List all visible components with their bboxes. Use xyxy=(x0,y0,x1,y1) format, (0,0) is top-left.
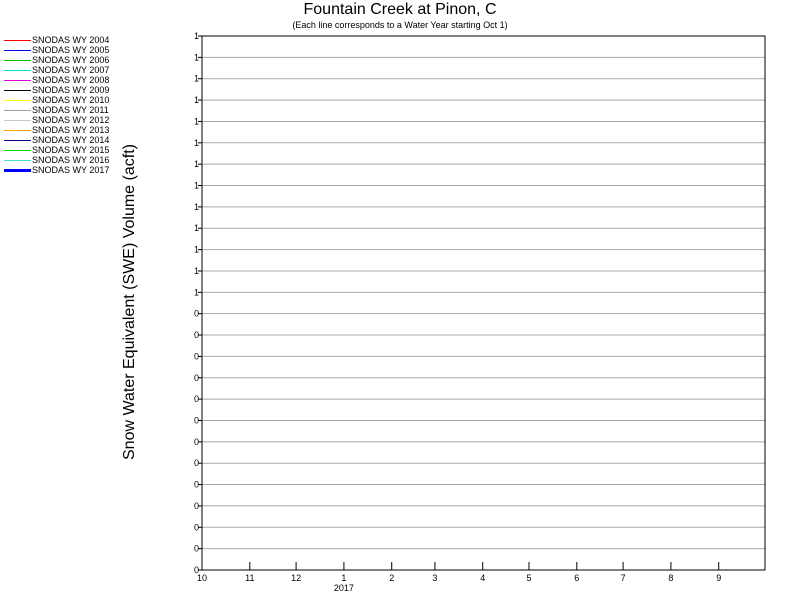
legend-item: SNODAS WY 2007 xyxy=(4,65,134,75)
legend-swatch xyxy=(4,169,31,172)
legend-item: SNODAS WY 2008 xyxy=(4,75,134,85)
x-year-label: 2017 xyxy=(334,583,354,593)
legend-label: SNODAS WY 2005 xyxy=(32,45,110,55)
legend-label: SNODAS WY 2008 xyxy=(32,75,110,85)
y-tick-label: 1 xyxy=(194,266,199,276)
x-tick-label: 6 xyxy=(574,573,579,583)
y-tick-label: 1 xyxy=(194,159,199,169)
legend-item: SNODAS WY 2016 xyxy=(4,155,134,165)
y-tick-label: 0 xyxy=(194,373,199,383)
legend-item: SNODAS WY 2010 xyxy=(4,95,134,105)
legend-item: SNODAS WY 2012 xyxy=(4,115,134,125)
y-tick-label: 0 xyxy=(194,437,199,447)
x-tick-label: 11 xyxy=(245,573,254,583)
y-tick-label: 1 xyxy=(194,138,199,148)
legend-swatch xyxy=(4,80,31,81)
legend-swatch xyxy=(4,40,31,41)
y-tick-label: 1 xyxy=(194,31,199,41)
x-tick-label: 10 xyxy=(197,573,207,583)
y-tick-label: 0 xyxy=(194,330,199,340)
legend-label: SNODAS WY 2013 xyxy=(32,125,110,135)
legend-item: SNODAS WY 2006 xyxy=(4,55,134,65)
legend-swatch xyxy=(4,50,31,51)
y-tick-label: 1 xyxy=(194,223,199,233)
legend-label: SNODAS WY 2016 xyxy=(32,155,110,165)
legend-label: SNODAS WY 2004 xyxy=(32,35,110,45)
legend-label: SNODAS WY 2011 xyxy=(32,105,109,115)
legend-label: SNODAS WY 2012 xyxy=(32,115,110,125)
y-tick-label: 0 xyxy=(194,415,199,425)
legend-item: SNODAS WY 2004 xyxy=(4,35,134,45)
legend-item: SNODAS WY 2015 xyxy=(4,145,134,155)
legend-swatch xyxy=(4,140,31,141)
x-tick-label: 9 xyxy=(716,573,721,583)
x-tick-label: 7 xyxy=(621,573,626,583)
y-tick-label: 1 xyxy=(194,116,199,126)
chart-title: Fountain Creek at Pinon, C xyxy=(303,1,497,18)
legend-label: SNODAS WY 2010 xyxy=(32,95,110,105)
x-tick-label: 2 xyxy=(389,573,394,583)
legend-label: SNODAS WY 2017 xyxy=(32,165,110,175)
legend-label: SNODAS WY 2015 xyxy=(32,145,110,155)
y-tick-label: 1 xyxy=(194,74,199,84)
y-tick-label: 0 xyxy=(194,565,199,575)
legend-label: SNODAS WY 2014 xyxy=(32,135,110,145)
legend-item: SNODAS WY 2014 xyxy=(4,135,134,145)
legend-swatch xyxy=(4,70,31,71)
plot-frame xyxy=(201,35,766,571)
legend-item: SNODAS WY 2013 xyxy=(4,125,134,135)
y-tick-label: 1 xyxy=(194,245,199,255)
y-tick-label: 1 xyxy=(194,181,199,191)
y-tick-label: 1 xyxy=(194,52,199,62)
legend-label: SNODAS WY 2009 xyxy=(32,85,110,95)
legend-swatch xyxy=(4,160,31,161)
y-tick-label: 0 xyxy=(194,309,199,319)
y-tick-label: 1 xyxy=(194,287,199,297)
legend-swatch xyxy=(4,90,31,91)
y-tick-label: 0 xyxy=(194,522,199,532)
y-tick-label: 0 xyxy=(194,394,199,404)
legend-swatch xyxy=(4,60,31,61)
legend-label: SNODAS WY 2006 xyxy=(32,55,110,65)
legend-swatch xyxy=(4,130,31,131)
legend-item: SNODAS WY 2009 xyxy=(4,85,134,95)
x-tick-label: 4 xyxy=(480,573,485,583)
legend-swatch xyxy=(4,110,31,111)
legend-swatch xyxy=(4,150,31,151)
legend: SNODAS WY 2004 SNODAS WY 2005 SNODAS WY 20… xyxy=(4,35,134,175)
x-tick-label: 1 xyxy=(341,573,346,583)
legend-label: SNODAS WY 2007 xyxy=(32,65,110,75)
chart-subtitle: (Each line corresponds to a Water Year s… xyxy=(292,20,508,30)
legend-item: SNODAS WY 2011 xyxy=(4,105,134,115)
legend-item: SNODAS WY 2017 xyxy=(4,165,134,175)
y-tick-label: 0 xyxy=(194,501,199,511)
y-tick-label: 0 xyxy=(194,458,199,468)
y-tick-label: 0 xyxy=(194,544,199,554)
y-tick-label: 1 xyxy=(194,202,199,212)
x-tick-label: 12 xyxy=(291,573,301,583)
legend-item: SNODAS WY 2005 xyxy=(4,45,134,55)
x-tick-label: 8 xyxy=(668,573,673,583)
y-tick-label: 0 xyxy=(194,351,199,361)
y-tick-label: 1 xyxy=(194,95,199,105)
legend-swatch xyxy=(4,120,31,121)
legend-swatch xyxy=(4,100,31,101)
x-tick-label: 3 xyxy=(432,573,437,583)
y-tick-label: 0 xyxy=(194,480,199,490)
x-tick-label: 5 xyxy=(526,573,531,583)
